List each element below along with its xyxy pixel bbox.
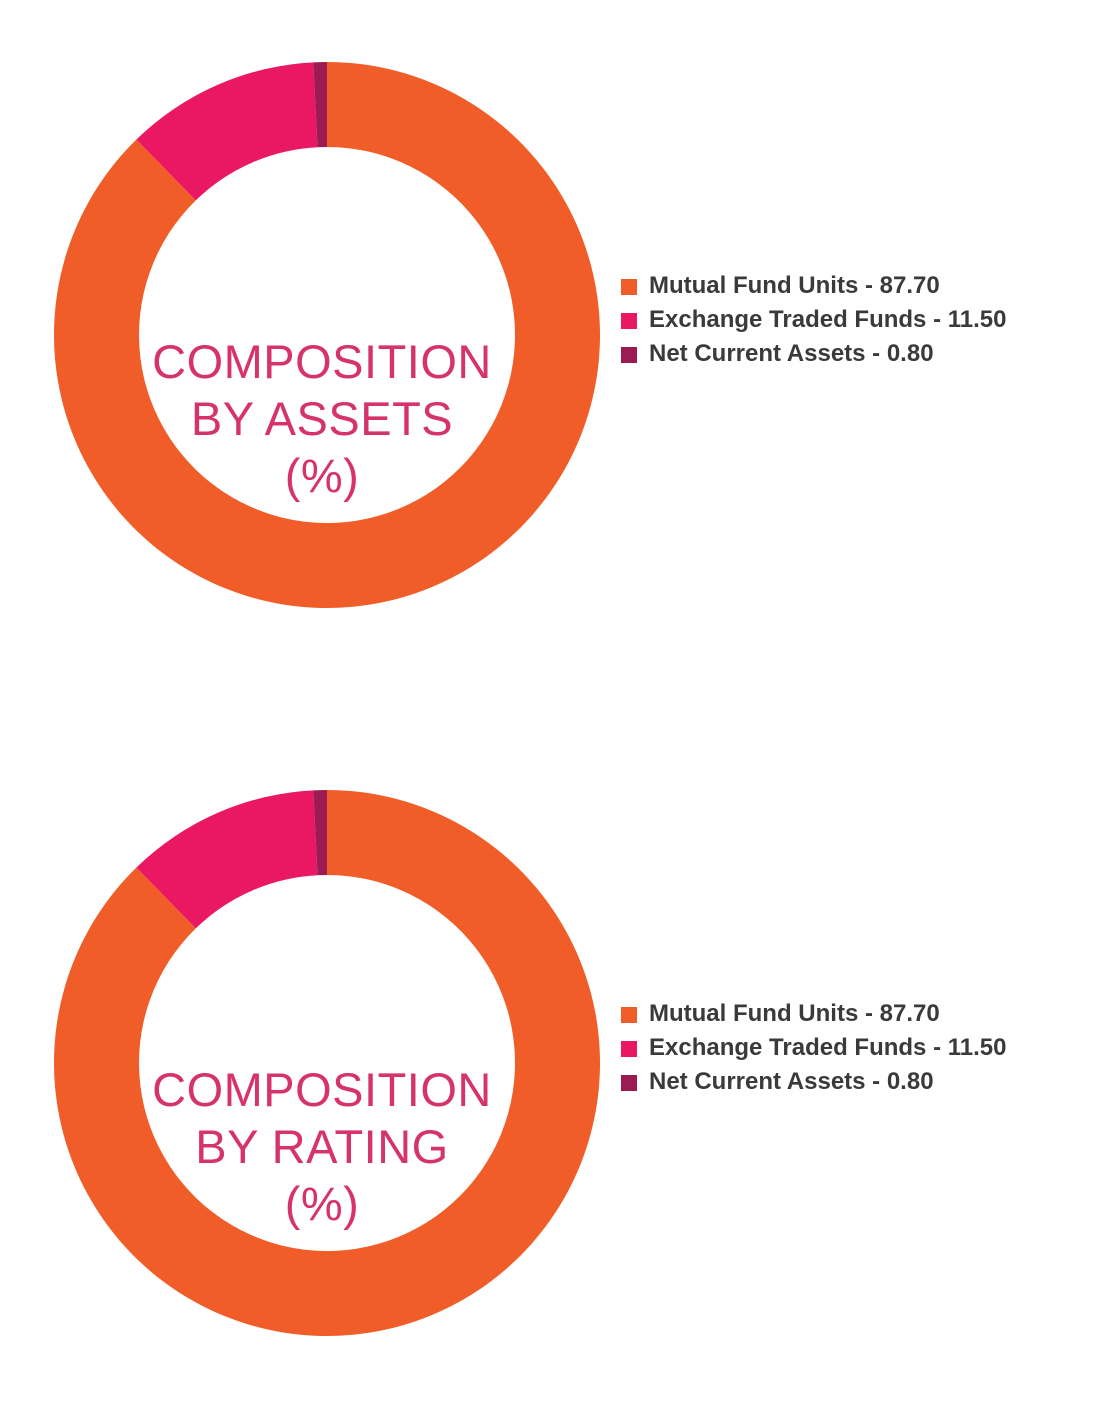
legend-item-exchange-traded-funds: Exchange Traded Funds - 11.50 xyxy=(621,1031,1081,1065)
legend-item-net-current-assets: Net Current Assets - 0.80 xyxy=(621,1065,1081,1099)
chart-legend: Mutual Fund Units - 87.70 Exchange Trade… xyxy=(621,269,1081,371)
center-title-line-1: COMPOSITION xyxy=(152,335,492,388)
chart-center-title: COMPOSITION BY RATING (%) xyxy=(132,1061,512,1232)
legend-label: Mutual Fund Units - 87.70 xyxy=(649,1000,940,1027)
legend-swatch xyxy=(621,279,637,295)
donut-slice-mutual-fund-units xyxy=(54,62,601,608)
donut-chart-rating xyxy=(54,790,601,1336)
legend-item-net-current-assets: Net Current Assets - 0.80 xyxy=(621,337,1081,371)
center-title-line-3: (%) xyxy=(284,1177,360,1230)
chart-legend: Mutual Fund Units - 87.70 Exchange Trade… xyxy=(621,997,1081,1099)
legend-swatch xyxy=(621,1007,637,1023)
legend-label: Net Current Assets - 0.80 xyxy=(649,340,934,367)
donut-slice-exchange-traded-funds xyxy=(136,790,318,929)
legend-label: Exchange Traded Funds - 11.50 xyxy=(649,1034,1007,1061)
donut-slice-exchange-traded-funds xyxy=(136,62,318,201)
legend-swatch xyxy=(621,313,637,329)
legend-item-mutual-fund-units: Mutual Fund Units - 87.70 xyxy=(621,269,1081,303)
center-title-line-2: BY ASSETS xyxy=(190,392,454,445)
donut-slice-mutual-fund-units xyxy=(54,790,601,1336)
center-title-line-1: COMPOSITION xyxy=(152,1063,492,1116)
legend-swatch xyxy=(621,1075,637,1091)
center-title-line-3: (%) xyxy=(284,449,360,502)
legend-swatch xyxy=(621,1041,637,1057)
legend-swatch xyxy=(621,347,637,363)
legend-label: Mutual Fund Units - 87.70 xyxy=(649,272,940,299)
chart-center-title: COMPOSITION BY ASSETS (%) xyxy=(132,333,512,504)
center-title-line-2: BY RATING xyxy=(195,1120,449,1173)
donut-slice-net-current-assets xyxy=(313,790,327,876)
composition-by-assets-chart: COMPOSITION BY ASSETS (%) Mutual Fund Un… xyxy=(0,55,1096,615)
legend-label: Net Current Assets - 0.80 xyxy=(649,1068,934,1095)
legend-label: Exchange Traded Funds - 11.50 xyxy=(649,306,1007,333)
donut-chart-assets xyxy=(54,62,601,608)
composition-by-rating-chart: COMPOSITION BY RATING (%) Mutual Fund Un… xyxy=(0,783,1096,1343)
legend-item-mutual-fund-units: Mutual Fund Units - 87.70 xyxy=(621,997,1081,1031)
donut-slice-net-current-assets xyxy=(313,62,327,148)
legend-item-exchange-traded-funds: Exchange Traded Funds - 11.50 xyxy=(621,303,1081,337)
